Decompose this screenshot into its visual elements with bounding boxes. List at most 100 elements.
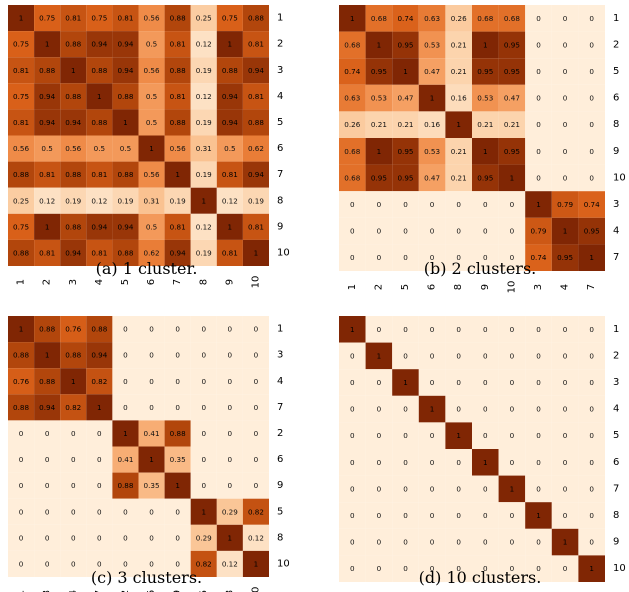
cell-value-label: 0.47 xyxy=(504,94,520,103)
cell-value-label: 0.53 xyxy=(371,94,387,103)
heatmap-cell xyxy=(365,191,393,218)
heatmap-cell xyxy=(34,498,61,525)
cell-value-label: 1 xyxy=(97,92,102,101)
heatmap-cell xyxy=(34,239,61,266)
heatmap-cell xyxy=(472,111,499,138)
cell-value-label: 0.56 xyxy=(144,170,160,179)
column-tick-label: 9 xyxy=(224,279,235,285)
heatmap-cell xyxy=(472,31,499,59)
cell-value-label: 0 xyxy=(563,173,568,182)
heatmap-cell xyxy=(339,244,366,271)
heatmap-cell xyxy=(164,550,191,577)
heatmap-cell xyxy=(578,528,605,556)
heatmap-cell xyxy=(498,316,526,343)
heatmap-cell xyxy=(242,5,269,32)
heatmap-cell xyxy=(339,342,366,370)
heatmap-cell xyxy=(8,31,35,58)
heatmap-cell xyxy=(365,217,393,245)
cell-value-label: 0.25 xyxy=(13,196,29,205)
heatmap-cell xyxy=(392,111,419,138)
cell-value-label: 0 xyxy=(45,559,50,568)
cell-value-label: 0 xyxy=(71,507,76,516)
heatmap-cell xyxy=(242,342,269,369)
heatmap-cell xyxy=(365,58,393,85)
cell-value-label: 0.74 xyxy=(397,14,413,23)
heatmap-cell xyxy=(112,342,139,369)
cell-value-label: 0 xyxy=(430,253,435,262)
heatmap-cell xyxy=(525,502,552,529)
heatmap-cell xyxy=(138,109,165,136)
cell-value-label: 0 xyxy=(563,484,568,493)
heatmap-cell xyxy=(138,498,165,525)
cell-value-label: 0.81 xyxy=(13,118,29,127)
heatmap-cell xyxy=(339,191,366,218)
heatmap-cell xyxy=(242,57,269,84)
cell-value-label: 0.63 xyxy=(424,14,440,23)
column-tick-label: 10 xyxy=(506,281,517,294)
heatmap-cell xyxy=(216,498,243,525)
cell-value-label: 0 xyxy=(536,94,541,103)
cell-value-label: 0.68 xyxy=(504,14,520,23)
cell-value-label: 0 xyxy=(149,377,154,386)
cell-value-label: 1 xyxy=(201,507,206,516)
cell-value-label: 0 xyxy=(149,559,154,568)
heatmap-cell xyxy=(190,446,217,473)
column-tick-label: 5 xyxy=(120,279,131,285)
heatmap-cell xyxy=(216,368,243,395)
cell-value-label: 0 xyxy=(456,405,461,414)
cell-value-label: 0 xyxy=(536,405,541,414)
row-tick-label: 8 xyxy=(277,195,283,206)
row-tick-label: 4 xyxy=(613,226,619,237)
heatmap-cell xyxy=(392,5,419,32)
heatmap-cell xyxy=(138,187,165,214)
cell-value-label: 0 xyxy=(123,507,128,516)
cell-value-label: 0.5 xyxy=(146,222,157,231)
cell-value-label: 0.56 xyxy=(144,66,160,75)
heatmap-cell xyxy=(578,31,605,59)
cell-value-label: 0.94 xyxy=(39,92,55,101)
heatmap-cell xyxy=(112,135,139,162)
cell-value-label: 1 xyxy=(483,147,488,156)
cell-value-label: 0 xyxy=(228,325,233,334)
heatmap-cell xyxy=(339,528,366,556)
heatmap-cell xyxy=(578,422,605,449)
heatmap-cell xyxy=(216,550,243,577)
cell-value-label: 0.47 xyxy=(397,94,413,103)
heatmap-cell xyxy=(34,342,61,369)
heatmap-cell xyxy=(472,217,499,245)
heatmap-cell xyxy=(339,422,366,449)
heatmap-cell xyxy=(392,191,419,218)
cell-value-label: 0.88 xyxy=(65,222,81,231)
heatmap-cell xyxy=(365,369,393,396)
heatmap-cell xyxy=(8,57,35,84)
heatmap-cell xyxy=(242,524,269,551)
cell-value-label: 0 xyxy=(563,14,568,23)
cell-value-label: 0 xyxy=(483,405,488,414)
cell-value-label: 1 xyxy=(510,484,515,493)
heatmap-cell xyxy=(112,524,139,551)
heatmap-cell xyxy=(86,135,113,162)
heatmap-cell xyxy=(365,422,393,449)
heatmap-cell xyxy=(418,111,446,138)
cell-value-label: 0 xyxy=(149,325,154,334)
heatmap-cell xyxy=(525,191,552,218)
cell-value-label: 0.19 xyxy=(196,248,212,257)
cell-value-label: 0.68 xyxy=(371,14,387,23)
cell-value-label: 0.88 xyxy=(170,14,186,23)
heatmap-cell xyxy=(365,502,393,529)
heatmap-cell xyxy=(418,395,446,423)
cell-value-label: 0.82 xyxy=(91,377,107,386)
heatmap-cell xyxy=(86,213,113,240)
heatmap-cell xyxy=(60,524,87,551)
cell-value-label: 0.5 xyxy=(120,144,131,153)
heatmap-cell xyxy=(138,524,165,551)
cell-value-label: 0 xyxy=(149,403,154,412)
heatmap-cell xyxy=(164,5,191,32)
heatmap-cell xyxy=(472,5,499,32)
cell-value-label: 0.19 xyxy=(196,170,212,179)
heatmap-cell xyxy=(60,213,87,240)
column-tick-label: 9 xyxy=(172,590,183,592)
heatmap-cell xyxy=(60,550,87,577)
row-tick-label: 7 xyxy=(613,483,619,494)
cell-value-label: 0 xyxy=(536,484,541,493)
